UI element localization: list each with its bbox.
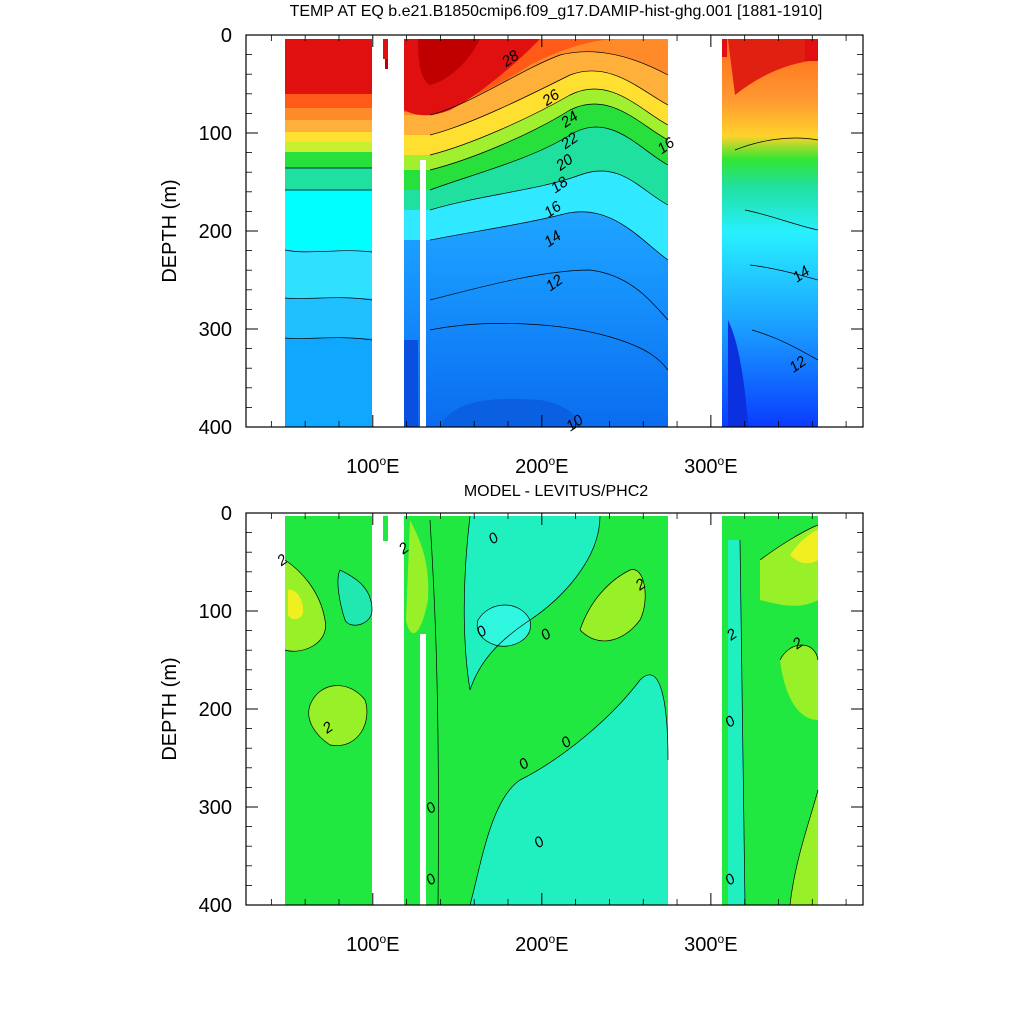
top-x-tick-label: 200oE — [515, 454, 568, 478]
top-y-axis-label: DEPTH (m) — [159, 179, 181, 282]
top-atlantic-red — [728, 39, 818, 95]
top-contour-lines — [284, 51, 819, 371]
bottom-difference-field — [285, 516, 818, 905]
bottom-atlantic-lime-mid — [780, 645, 818, 720]
bottom-atlantic-teal — [728, 540, 745, 905]
bottom-pacific-teal-deep — [470, 674, 668, 905]
top-y-tick-label: 0 — [221, 25, 232, 47]
top-x-tick-label: 300oE — [684, 454, 737, 478]
bottom-pacific-cyan-patch — [477, 605, 531, 647]
top-y-tick-label: 400 — [199, 417, 232, 439]
bottom-y-axis-label: DEPTH (m) — [159, 657, 181, 760]
bottom-y-tick-label: 300 — [199, 797, 232, 819]
bottom-y-tick-label: 200 — [199, 699, 232, 721]
bottom-pacific-gap — [420, 634, 426, 905]
bottom-y-ticks: 0 100 200 300 400 — [199, 503, 863, 917]
bottom-pacific-teal — [464, 516, 600, 690]
top-pacific-darkred — [418, 39, 480, 85]
bottom-y-tick-label: 100 — [199, 601, 232, 623]
bottom-sliver — [383, 516, 388, 541]
top-panel: TEMP AT EQ b.e21.B1850cmip6.f09_g17.DAMI… — [159, 3, 864, 478]
bottom-atlantic-lime-deep — [790, 790, 818, 905]
top-y-tick-label: 200 — [199, 221, 232, 243]
top-atlantic-tab — [722, 39, 727, 57]
top-indian-band-11 — [285, 338, 372, 427]
top-indian-band-21 — [285, 132, 372, 142]
top-x-ticks: 100oE 200oE 300oE — [270, 35, 847, 478]
bottom-pacific-lime-west — [406, 520, 429, 634]
top-x-tick-label: 100oE — [346, 454, 399, 478]
top-pacific-deepblue — [440, 398, 580, 427]
top-indian-band-23 — [285, 120, 372, 132]
bottom-atlantic-yellow — [790, 530, 818, 564]
top-indian-band-13 — [285, 250, 372, 298]
top-temperature-field — [285, 39, 818, 427]
top-axes: 0 100 200 300 400 100oE 200oE 300oE DEPTH (m) — [159, 25, 864, 478]
top-atlantic-blue-tongue — [728, 320, 748, 427]
bottom-indian-lime-patch — [308, 685, 367, 746]
bottom-x-tick-label: 200oE — [515, 932, 568, 956]
top-indian-band-14 — [285, 190, 372, 250]
bottom-indian-yellow — [288, 589, 304, 620]
top-y-ticks: 0 100 200 300 400 — [199, 25, 863, 439]
top-y-tick-label: 300 — [199, 319, 232, 341]
top-pacific-westedge — [404, 340, 418, 427]
top-sliver-red — [383, 39, 388, 59]
top-indian-band-15 — [285, 168, 372, 190]
top-title: TEMP AT EQ b.e21.B1850cmip6.f09_g17.DAMI… — [290, 3, 823, 20]
bottom-axes: 0 100 200 300 400 100oE 200oE 300oE DEPTH (m) — [159, 503, 864, 956]
bottom-y-tick-label: 0 — [221, 503, 232, 525]
bottom-indian-teal — [337, 570, 372, 626]
bottom-indian-lime — [285, 560, 326, 652]
bottom-x-tick-label: 300oE — [684, 932, 737, 956]
top-indian-band-12 — [285, 298, 372, 338]
top-indian-band-19 — [285, 142, 372, 152]
bottom-panel: MODEL - LEVITUS/PHC2 — [159, 483, 864, 956]
top-contour-label: 14 — [790, 263, 813, 286]
bottom-pacific-lime-streak — [580, 569, 646, 641]
top-indian-band-30 — [285, 39, 372, 94]
top-pacific-gap — [420, 160, 426, 427]
top-indian-band-25 — [285, 108, 372, 120]
top-y-tick-label: 100 — [199, 123, 232, 145]
top-sliver-red-tip — [385, 59, 388, 69]
top-indian-band-27 — [285, 94, 372, 108]
bottom-x-ticks: 100oE 200oE 300oE — [270, 513, 847, 956]
bottom-y-tick-label: 400 — [199, 895, 232, 917]
bottom-title: MODEL - LEVITUS/PHC2 — [464, 483, 648, 500]
top-indian-band-17 — [285, 152, 372, 168]
bottom-x-tick-label: 100oE — [346, 932, 399, 956]
top-contour-label: 14 — [541, 227, 564, 250]
top-atlantic-red-cap — [805, 39, 818, 61]
bottom-contour-lines — [284, 515, 819, 906]
